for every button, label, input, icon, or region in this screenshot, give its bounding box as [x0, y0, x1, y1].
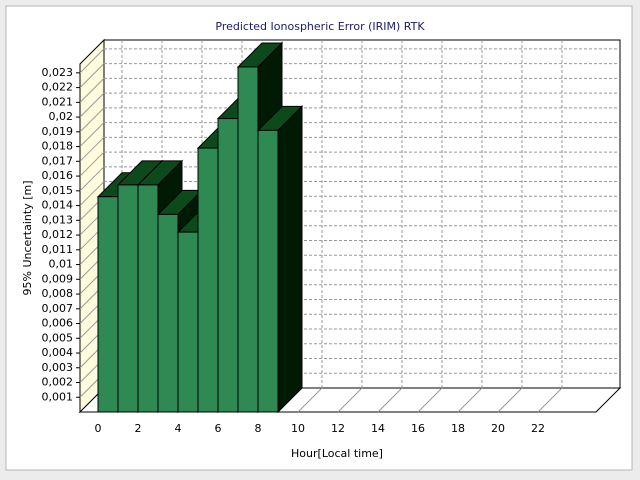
grid-line: [79, 136, 105, 162]
y-tick-label: 0,023: [42, 66, 74, 79]
bar-side: [277, 105, 303, 414]
grid-line: [79, 92, 105, 118]
grid-line: [79, 166, 105, 192]
y-tick-label: 0,014: [42, 199, 74, 212]
bar: [157, 213, 179, 413]
x-axis-label: Hour[Local time]: [291, 447, 383, 460]
y-tick-label: 0,011: [42, 243, 74, 256]
grid-line: [79, 77, 105, 103]
grid-line: [79, 107, 105, 133]
y-tick-label: 0,002: [42, 376, 74, 389]
y-tick-label: 0,017: [42, 154, 74, 167]
grid-line: [457, 387, 483, 413]
y-tick-label: 0,004: [42, 346, 74, 359]
y-tick-label: 0,005: [42, 331, 74, 344]
y-tick-label: 0,012: [42, 228, 74, 241]
x-tick-label: 14: [371, 422, 385, 435]
x-tick-label: 2: [135, 422, 142, 435]
grid-line: [79, 122, 105, 147]
grid-line: [79, 63, 105, 88]
y-tick-label: 0,006: [42, 317, 74, 330]
grid-line: [79, 48, 105, 74]
y-tick-label: 0,008: [42, 287, 74, 300]
grid-line: [497, 387, 523, 413]
bar: [97, 196, 119, 413]
grid-line: [297, 387, 323, 413]
bar: [117, 184, 139, 413]
y-axis-label: 95% Uncertainty [m]: [21, 180, 34, 295]
y-tick-label: 0,009: [42, 272, 74, 285]
grid-line: [377, 387, 403, 413]
grid-line: [417, 387, 443, 413]
x-tick-label: 0: [95, 422, 102, 435]
y-tick-label: 0,016: [42, 169, 74, 182]
x-tick-label: 12: [331, 422, 345, 435]
bar: [177, 231, 199, 413]
grid-line: [337, 387, 363, 413]
y-tick-label: 0,007: [42, 302, 74, 315]
x-tick-label: 16: [411, 422, 425, 435]
y-tick-label: 0,019: [42, 125, 74, 138]
y-tick-label: 0,01: [49, 258, 74, 271]
bar: [197, 147, 219, 413]
grid-line: [537, 387, 563, 413]
bar: [137, 184, 159, 413]
y-tick-label: 0,022: [42, 81, 74, 94]
bar: [257, 129, 279, 413]
y-tick-label: 0,018: [42, 140, 74, 153]
y-tick-label: 0,02: [49, 110, 74, 123]
bar: [237, 66, 259, 413]
x-tick-label: 20: [491, 422, 505, 435]
x-tick-label: 22: [531, 422, 545, 435]
y-tick-label: 0,001: [42, 390, 74, 403]
x-tick-label: 8: [255, 422, 262, 435]
y-tick-label: 0,013: [42, 213, 74, 226]
grid-line: [79, 181, 105, 206]
x-tick-label: 6: [215, 422, 222, 435]
y-tick-label: 0,015: [42, 184, 74, 197]
x-tick-label: 10: [291, 422, 305, 435]
bar: [217, 118, 239, 413]
grid-line: [79, 151, 105, 177]
x-tick-label: 4: [175, 422, 182, 435]
y-tick-label: 0,003: [42, 361, 74, 374]
chart-title: Predicted Ionospheric Error (IRIM) RTK: [215, 20, 425, 33]
x-tick-label: 18: [451, 422, 465, 435]
y-tick-label: 0,021: [42, 95, 74, 108]
